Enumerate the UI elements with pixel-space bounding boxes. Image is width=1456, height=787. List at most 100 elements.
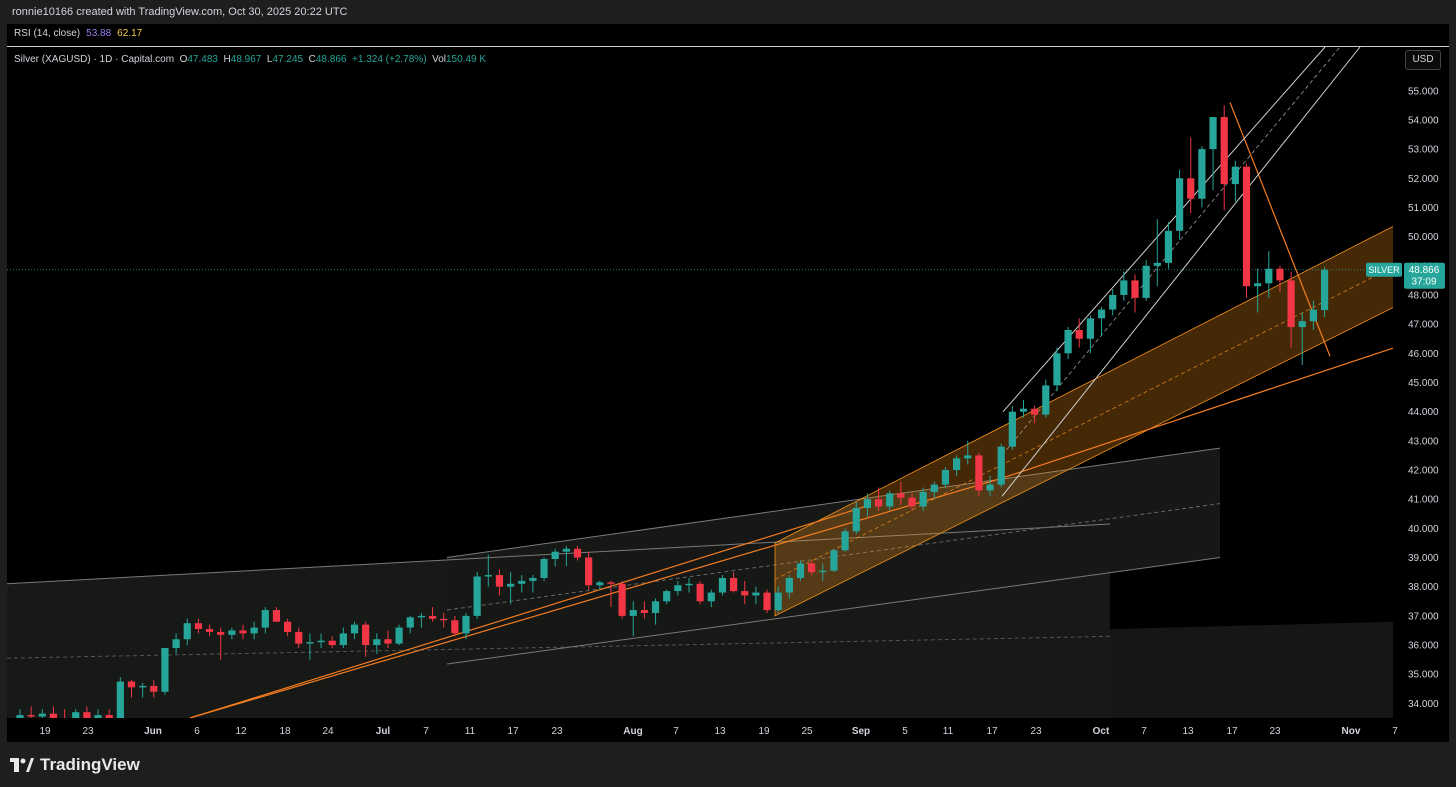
candle-body: [139, 685, 147, 688]
candle-body: [194, 623, 202, 630]
candle-body: [1042, 385, 1050, 415]
date-tick-label: 13: [1182, 726, 1194, 737]
candle-body: [83, 712, 91, 718]
candle-body: [428, 615, 437, 619]
candle-body: [819, 570, 827, 573]
price-tag-bg: [1404, 262, 1445, 289]
candle-body: [1131, 280, 1139, 298]
candle-body: [518, 580, 526, 584]
candle-body: [774, 592, 782, 611]
change-value: +1.324 (+2.78%): [352, 54, 427, 65]
candle-body: [618, 583, 626, 616]
candle-body: [239, 630, 247, 634]
candle-body: [1242, 166, 1251, 287]
rsi-label: RSI (14, close): [14, 28, 81, 39]
brand-name: TradingView: [40, 755, 140, 774]
candle-body: [707, 592, 715, 602]
open-value: 47.483: [187, 54, 218, 65]
channel-mid-upper-line: [446, 447, 1221, 559]
candle-body: [16, 715, 24, 718]
candle-body: [1320, 269, 1329, 311]
orange-channel-midline: [774, 266, 1393, 580]
candle-body: [607, 582, 615, 584]
attribution-bar: ronnie10166 created with TradingView.com…: [0, 0, 1456, 24]
candle-body: [785, 577, 793, 593]
price-tick-label: 37.000: [1408, 611, 1439, 622]
candle-body: [685, 583, 693, 586]
candle-body: [1187, 178, 1195, 199]
price-tick-label: 44.000: [1408, 407, 1439, 418]
symbol-legend[interactable]: Silver (XAGUSD) · 1D · Capital.com O47.4…: [14, 54, 486, 65]
currency-button[interactable]: USD: [1405, 50, 1441, 70]
candle-body: [696, 583, 704, 602]
candle-body: [874, 499, 883, 507]
candle-body: [763, 592, 771, 611]
candle-body: [295, 631, 303, 644]
tradingview-brand[interactable]: TradingView: [10, 754, 140, 776]
candle-body: [752, 592, 760, 596]
candle-body: [919, 491, 927, 507]
candle-body: [863, 499, 871, 508]
date-tick-label: 13: [714, 726, 726, 737]
date-tick-label: 7: [673, 726, 679, 737]
candle-body: [1075, 329, 1083, 339]
date-tick-label: 11: [465, 726, 476, 737]
candle-body: [473, 576, 481, 616]
candle-body: [830, 550, 838, 571]
price-tick-label: 39.000: [1408, 553, 1439, 564]
high-label: H: [223, 54, 231, 65]
candle-body: [730, 577, 738, 592]
candle-body: [1209, 117, 1217, 150]
candle-body: [1019, 408, 1028, 412]
open-label: O: [179, 54, 188, 65]
candle-body: [573, 548, 582, 558]
candle-body: [49, 713, 58, 718]
candle-body: [38, 713, 46, 717]
candle-body: [250, 627, 258, 634]
candle-body: [1008, 411, 1016, 447]
candle-body: [72, 712, 80, 718]
price-tick-label: 45.000: [1408, 378, 1439, 389]
candle-body: [1265, 268, 1273, 284]
candle-body: [61, 718, 68, 721]
candle-body: [1153, 262, 1161, 266]
candle-body: [150, 685, 158, 692]
candle-body: [373, 639, 381, 646]
candle-body: [651, 601, 660, 613]
date-tick-label: 7: [1141, 726, 1147, 737]
low-label: L: [266, 54, 273, 65]
candle-body: [272, 610, 281, 622]
date-tick-label: 7: [423, 726, 429, 737]
candle-body: [350, 624, 359, 634]
candle-body: [1120, 280, 1128, 295]
steep-channel-mid: [1001, 47, 1341, 456]
price-tick-label: 40.000: [1408, 524, 1439, 535]
candle-body: [172, 639, 180, 648]
price-tick-label: 42.000: [1408, 466, 1439, 477]
date-tick-label: Jul: [376, 726, 391, 737]
candle-body: [897, 493, 905, 498]
attribution-text: ronnie10166 created with TradingView.com…: [12, 6, 348, 18]
date-tick-label: 5: [902, 726, 908, 737]
date-tick-label: 23: [82, 726, 94, 737]
price-tick-label: 51.000: [1408, 203, 1439, 214]
footer-bar: [0, 742, 1456, 787]
date-tick-label: 18: [279, 726, 291, 737]
channel-mid-lower-line: [446, 557, 1221, 665]
price-tag-value: 48.866: [1409, 265, 1440, 276]
pane-separator[interactable]: [7, 46, 1449, 47]
candle-body: [116, 681, 124, 718]
candle-body: [953, 458, 961, 471]
orange-trendline-long: [189, 504, 871, 718]
candle-body: [183, 623, 191, 640]
date-tick-label: Aug: [623, 726, 642, 737]
candle-body: [986, 484, 994, 491]
price-tick-label: 43.000: [1408, 436, 1439, 447]
candle-body: [562, 548, 570, 552]
candle-body: [886, 493, 894, 507]
rsi-indicator-legend[interactable]: RSI (14, close) 53.88 62.17: [14, 28, 142, 39]
price-tick-label: 38.000: [1408, 582, 1439, 593]
date-tick-label: 19: [758, 726, 770, 737]
close-label: C: [308, 54, 316, 65]
